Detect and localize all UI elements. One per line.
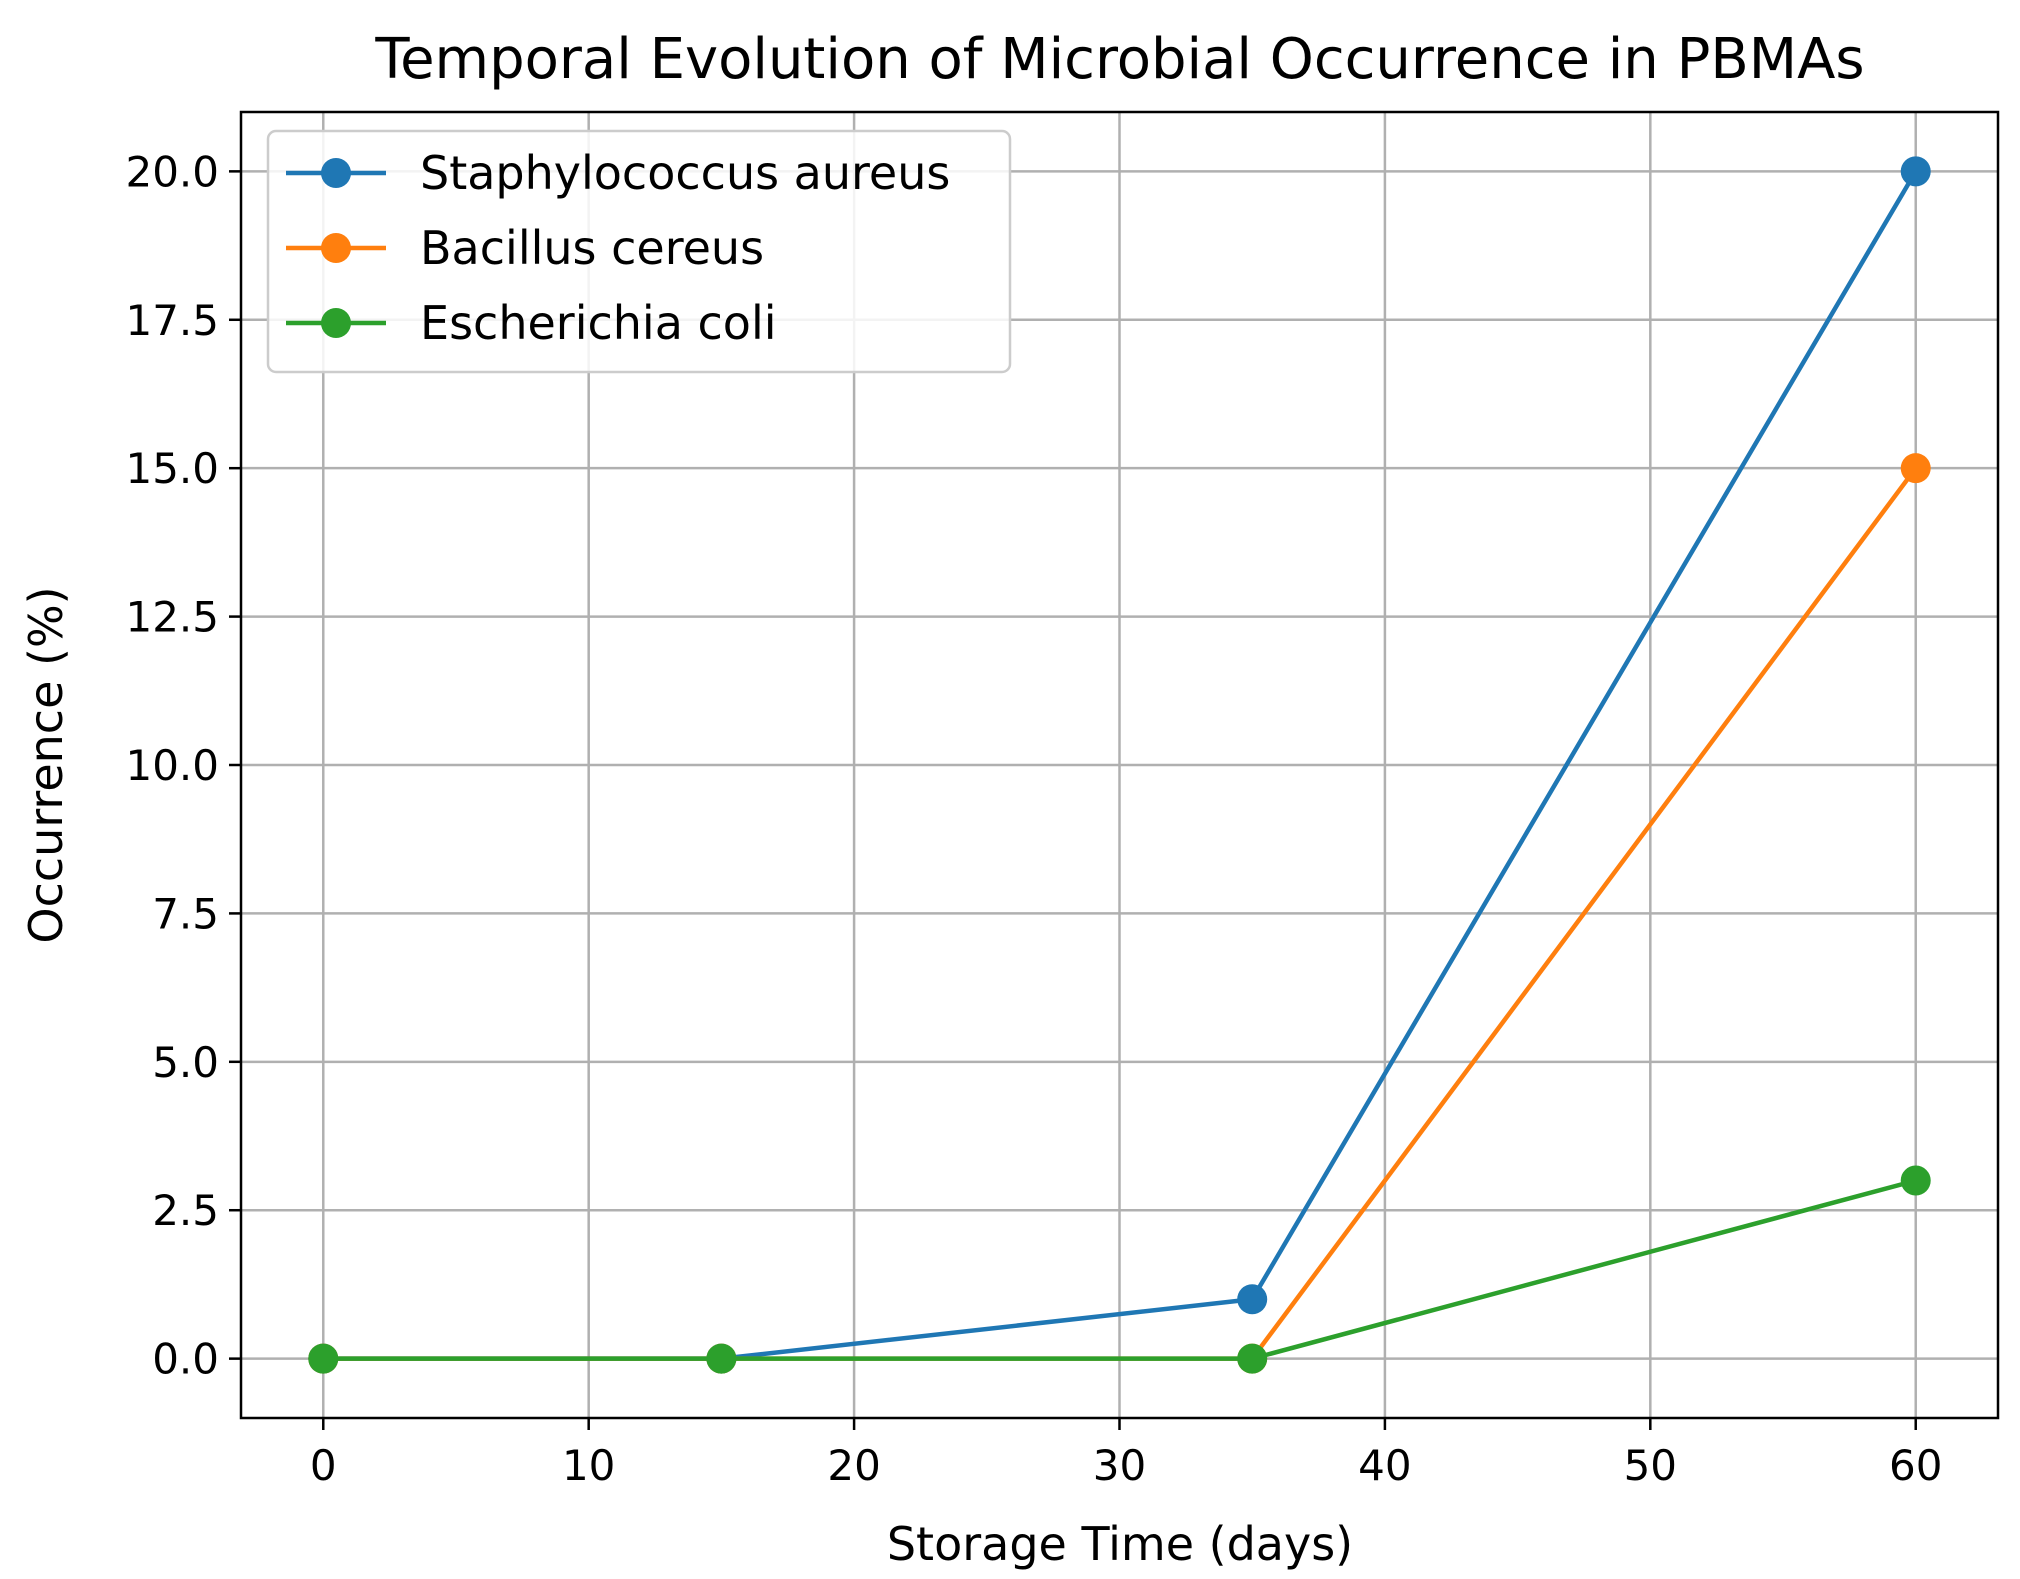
y-tick-label: 2.5 [152, 1186, 219, 1235]
data-point [1237, 1284, 1268, 1315]
x-tick-label: 0 [310, 1441, 337, 1490]
series-escherichia-coli [308, 1165, 1931, 1374]
x-tick-label: 40 [1358, 1441, 1411, 1490]
chart-title: Temporal Evolution of Microbial Occurren… [374, 27, 1864, 92]
legend-marker [321, 233, 351, 263]
legend: Staphylococcus aureus Bacillus cereus Esch… [266, 129, 1012, 374]
y-tick-label: 20.0 [125, 147, 219, 196]
x-tick-label: 10 [562, 1441, 615, 1490]
legend-label: Escherichia coli [420, 296, 777, 350]
y-axis-label: Occurrence (%) [19, 586, 73, 943]
data-point [1237, 1343, 1268, 1374]
legend-entries: Staphylococcus aureus Bacillus cereus Esch… [286, 146, 950, 350]
y-tick-label: 17.5 [125, 296, 219, 345]
legend-marker [321, 158, 351, 188]
x-axis-label: Storage Time (days) [887, 1517, 1353, 1571]
y-tick-label: 7.5 [152, 889, 219, 938]
legend-entry: Bacillus cereus [286, 221, 764, 275]
y-tick-label: 15.0 [125, 444, 219, 493]
series-line [323, 1178, 1917, 1361]
legend-marker [321, 308, 351, 338]
legend-entry: Staphylococcus aureus [286, 146, 950, 200]
legend-label: Bacillus cereus [420, 221, 764, 275]
x-tick-label: 50 [1624, 1441, 1677, 1490]
x-tick-label: 60 [1889, 1441, 1942, 1490]
x-tick-label: 20 [827, 1441, 880, 1490]
legend-box [266, 129, 1012, 374]
y-axis-ticks: 0.0 2.5 5.0 7.5 10.0 12.5 15.0 17.5 20.0 [125, 147, 241, 1384]
y-tick-label: 10.0 [125, 741, 219, 790]
series-layer [308, 156, 1931, 1374]
x-tick-label: 30 [1093, 1441, 1146, 1490]
y-tick-label: 0.0 [152, 1335, 219, 1384]
y-tick-label: 12.5 [125, 593, 219, 642]
x-axis-ticks: 0 10 20 30 40 50 60 [310, 1418, 1942, 1490]
y-tick-label: 5.0 [152, 1038, 219, 1087]
data-point [1900, 156, 1931, 187]
data-point [706, 1343, 737, 1374]
data-point [1900, 453, 1931, 484]
legend-label: Staphylococcus aureus [420, 146, 950, 200]
data-point [1900, 1165, 1931, 1196]
data-point [308, 1343, 339, 1374]
legend-entry: Escherichia coli [286, 296, 777, 350]
